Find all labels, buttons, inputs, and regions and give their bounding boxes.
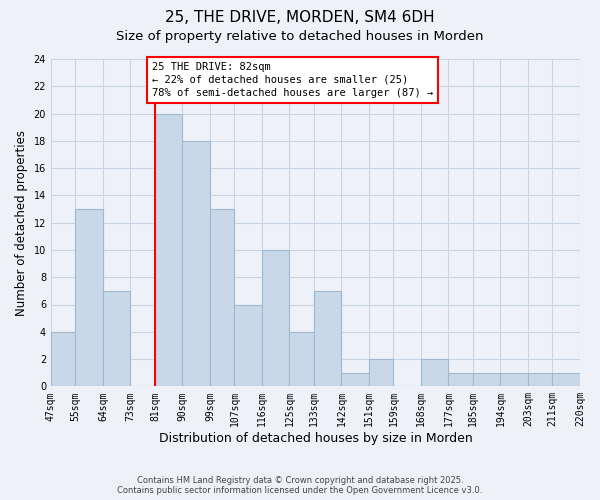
Bar bbox=[155, 114, 182, 386]
Bar bbox=[369, 359, 394, 386]
Text: Contains HM Land Registry data © Crown copyright and database right 2025.
Contai: Contains HM Land Registry data © Crown c… bbox=[118, 476, 482, 496]
Bar bbox=[262, 250, 289, 386]
Bar bbox=[76, 209, 103, 386]
Bar bbox=[314, 291, 341, 386]
Bar bbox=[448, 372, 473, 386]
Bar bbox=[553, 372, 580, 386]
Text: 25 THE DRIVE: 82sqm
← 22% of detached houses are smaller (25)
78% of semi-detach: 25 THE DRIVE: 82sqm ← 22% of detached ho… bbox=[152, 62, 433, 98]
Bar bbox=[235, 304, 262, 386]
Bar bbox=[51, 332, 76, 386]
Bar bbox=[103, 291, 130, 386]
Bar bbox=[341, 372, 369, 386]
Text: 25, THE DRIVE, MORDEN, SM4 6DH: 25, THE DRIVE, MORDEN, SM4 6DH bbox=[165, 10, 435, 25]
Bar bbox=[182, 141, 210, 386]
Bar bbox=[289, 332, 314, 386]
Y-axis label: Number of detached properties: Number of detached properties bbox=[15, 130, 28, 316]
Bar bbox=[473, 372, 500, 386]
Bar bbox=[500, 372, 528, 386]
Bar bbox=[210, 209, 235, 386]
Bar bbox=[421, 359, 448, 386]
X-axis label: Distribution of detached houses by size in Morden: Distribution of detached houses by size … bbox=[158, 432, 472, 445]
Text: Size of property relative to detached houses in Morden: Size of property relative to detached ho… bbox=[116, 30, 484, 43]
Bar bbox=[528, 372, 553, 386]
